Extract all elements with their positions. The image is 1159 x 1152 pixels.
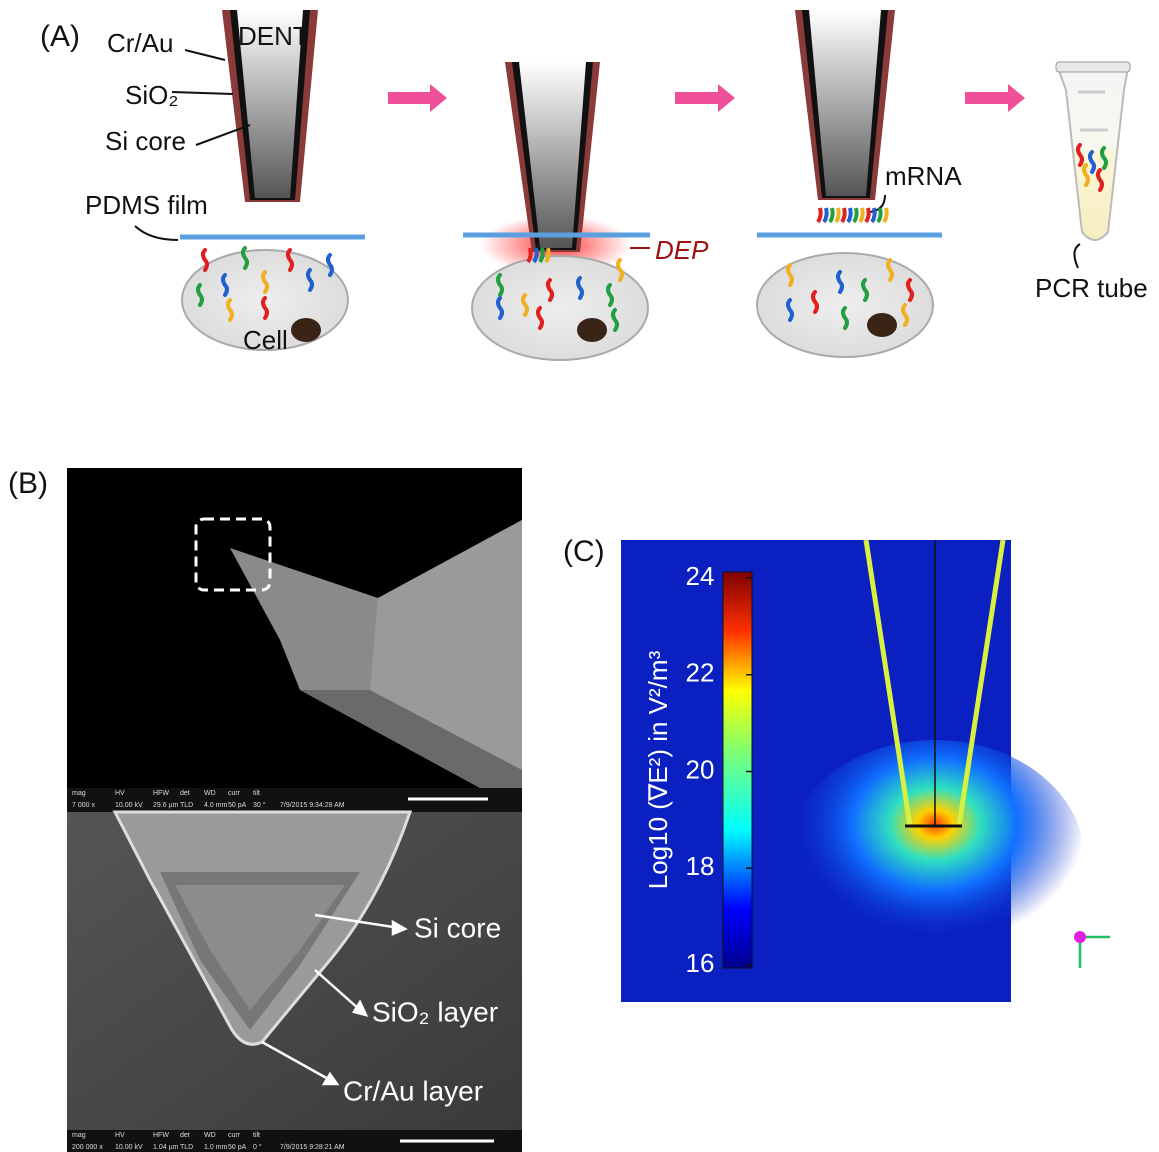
panel-label: (C) xyxy=(563,535,605,568)
info-value: 30 ° xyxy=(253,801,266,809)
mrna-strand xyxy=(836,208,839,222)
info-header: HV xyxy=(115,1132,125,1139)
info-value: 7/9/2015 9:34:28 AM xyxy=(280,802,345,809)
axis-label: z xyxy=(1071,970,1089,1005)
info-header: mag xyxy=(72,790,86,797)
colorbar-tick-label: 16 xyxy=(686,948,715,978)
info-header: HV xyxy=(115,790,125,797)
mrna-strand xyxy=(860,208,863,222)
mrna-strand xyxy=(830,208,833,222)
info-header: HFW xyxy=(153,790,169,797)
panel-c: (C) Log10 (∇E²) in V²/m³ y z 16 18 20 22 24 xyxy=(563,535,1139,1005)
info-header: tilt xyxy=(253,1132,260,1139)
info-value: 200 000 x xyxy=(72,1144,103,1151)
axis-label: y xyxy=(1119,922,1139,957)
label: PCR tube xyxy=(1035,273,1148,303)
panel-label: (A) xyxy=(40,20,80,53)
mrna-strand xyxy=(854,208,857,222)
info-value: 0 ° xyxy=(253,1143,262,1151)
info-header: det xyxy=(180,790,190,797)
mrna-strand xyxy=(848,208,851,222)
label: SiO₂ xyxy=(125,80,178,110)
label: Si core xyxy=(105,126,186,156)
mrna-strand xyxy=(884,208,887,222)
step-arrow xyxy=(675,84,735,112)
pcr-tube xyxy=(1058,68,1128,240)
info-header: WD xyxy=(204,790,216,797)
step-arrow xyxy=(965,84,1025,112)
info-header: mag xyxy=(72,1132,86,1139)
annotation: Cr/Au layer xyxy=(343,1075,483,1106)
label: mRNA xyxy=(885,161,962,191)
info-value: 10.00 kV xyxy=(115,1144,143,1151)
colorbar xyxy=(723,572,752,968)
info-value: 1.04 µm xyxy=(153,1144,179,1151)
info-header: curr xyxy=(228,790,241,797)
figure: (A) Cr/Au DENT SiO₂ Si core PDMS film Ce… xyxy=(0,0,1159,1152)
annotation: SiO₂ layer xyxy=(372,996,498,1027)
info-value: 50 pA xyxy=(228,1144,247,1151)
annotation: Si core xyxy=(414,912,501,943)
info-header: tilt xyxy=(253,790,260,797)
mrna-strand xyxy=(872,208,875,222)
label: DEP xyxy=(655,235,709,265)
label: Cell xyxy=(243,325,288,355)
pcr-cap xyxy=(1056,62,1130,72)
label: DENT xyxy=(238,21,309,51)
nucleus xyxy=(291,318,321,342)
panel-a: (A) Cr/Au DENT SiO₂ Si core PDMS film Ce… xyxy=(40,10,1148,360)
colorbar-tick-label: 20 xyxy=(686,754,715,784)
info-header: det xyxy=(180,1132,190,1139)
colorbar-tick-label: 24 xyxy=(686,561,715,591)
panel-b: (B) Si core SiO₂ layer Cr/Au layer mag HV… xyxy=(8,467,522,1152)
info-value: 7/9/2015 9:28:21 AM xyxy=(280,1144,345,1151)
nucleus xyxy=(867,313,897,337)
info-value: 7 000 x xyxy=(72,802,95,809)
label: PDMS film xyxy=(85,190,208,220)
colorbar-label: Log10 (∇E²) in V²/m³ xyxy=(643,650,673,889)
info-value: 4.0 mm xyxy=(204,802,228,809)
panel-label: (B) xyxy=(8,467,48,500)
step-arrow xyxy=(388,84,447,112)
info-header: HFW xyxy=(153,1132,169,1139)
info-value: TLD xyxy=(180,1144,193,1151)
info-header: curr xyxy=(228,1132,241,1139)
info-value: 1.0 mm xyxy=(204,1144,228,1151)
colorbar-tick-label: 18 xyxy=(686,851,715,881)
origin xyxy=(1074,931,1086,943)
mrna-strand xyxy=(824,208,827,222)
mrna-strand xyxy=(878,208,881,222)
info-value: 50 pA xyxy=(228,802,247,809)
info-value: TLD xyxy=(180,802,193,809)
label: Cr/Au xyxy=(107,28,173,58)
mrna-strand xyxy=(866,208,869,222)
info-header: WD xyxy=(204,1132,216,1139)
mrna-strand xyxy=(842,208,845,222)
info-value: 29.6 µm xyxy=(153,802,179,809)
colorbar-tick-label: 22 xyxy=(686,658,715,688)
info-value: 10.00 kV xyxy=(115,802,143,809)
nucleus xyxy=(577,318,607,342)
mrna-strand xyxy=(818,208,821,222)
